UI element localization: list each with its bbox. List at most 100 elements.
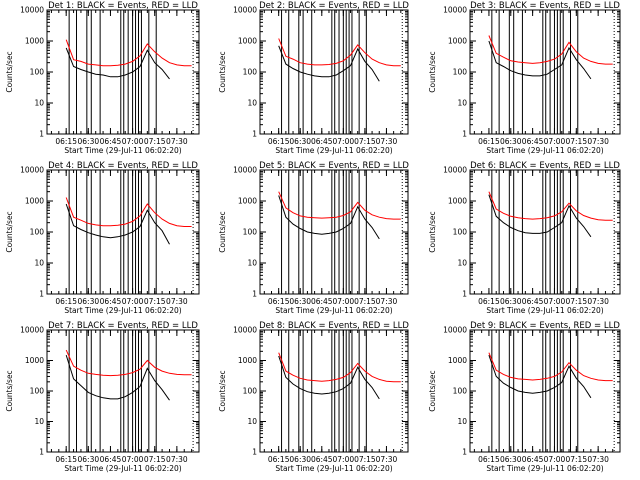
y-tick-label: 100	[30, 387, 45, 396]
lld-series-line	[278, 352, 401, 383]
y-tick-label: 1	[39, 448, 44, 457]
y-tick-label: 100	[453, 68, 468, 77]
x-tick-label: 07:00	[544, 455, 566, 464]
lld-series-line	[278, 191, 401, 220]
chart-panel-4: Det 4: BLACK = Events, RED = LLD 1 10 100 10…	[5, 161, 200, 315]
y-tick-label: 10	[457, 99, 467, 108]
y-axis-label: Counts/sec	[428, 211, 437, 252]
x-tick-label: 07:00	[122, 137, 144, 146]
y-tick-label: 1000	[238, 197, 257, 206]
y-tick-label: 1	[39, 290, 44, 299]
x-tick-label: 06:15	[478, 297, 500, 306]
x-tick-label: 07:30	[587, 455, 609, 464]
plot-frame	[46, 329, 200, 453]
lld-series-line	[488, 191, 613, 221]
x-tick-label: 07:15	[565, 297, 587, 306]
y-tick-label: 1	[462, 130, 467, 139]
x-tick-label: 06:30	[500, 137, 522, 146]
events-series-line	[65, 203, 170, 245]
chart-panel-1: Det 1: BLACK = Events, RED = LLD 1 10 100 10…	[5, 1, 200, 155]
y-tick-label: 1	[252, 448, 257, 457]
y-axis-label: Counts/sec	[218, 211, 227, 252]
x-tick-label: 07:00	[333, 297, 355, 306]
x-tick-label: 07:15	[354, 137, 376, 146]
plot-frame	[259, 329, 409, 453]
y-tick-label: 100	[30, 228, 45, 237]
y-tick-label: 1000	[25, 37, 44, 46]
y-tick-label: 10	[247, 259, 257, 268]
y-tick-label: 10	[247, 99, 257, 108]
y-tick-label: 1000	[238, 356, 257, 365]
y-tick-label: 10	[457, 417, 467, 426]
x-tick-label: 07:15	[354, 297, 376, 306]
lld-series-line	[65, 39, 192, 67]
y-tick-label: 1000	[448, 197, 467, 206]
y-tick-label: 10	[34, 417, 44, 426]
y-tick-label: 10000	[233, 166, 257, 175]
x-tick-label: 06:45	[100, 297, 122, 306]
chart-title: Det 7: BLACK = Events, RED = LLD	[48, 321, 198, 331]
x-tick-label: 06:15	[55, 137, 77, 146]
x-axis-label: Start Time (29-Jul-11 06:02:20)	[275, 306, 392, 315]
x-tick-label: 07:30	[376, 297, 398, 306]
x-tick-label: 07:15	[354, 455, 376, 464]
plot-frame	[46, 9, 200, 135]
x-tick-label: 06:30	[289, 137, 311, 146]
y-tick-label: 1	[462, 290, 467, 299]
y-tick-label: 1000	[448, 356, 467, 365]
y-tick-label: 10	[34, 99, 44, 108]
events-series-line	[65, 354, 170, 401]
x-tick-label: 06:15	[55, 455, 77, 464]
y-axis-label: Counts/sec	[5, 211, 14, 252]
y-axis-label: Counts/sec	[218, 370, 227, 411]
x-tick-label: 07:30	[587, 137, 609, 146]
x-tick-label: 07:15	[144, 137, 166, 146]
events-series-line	[488, 354, 592, 399]
y-tick-label: 10000	[443, 166, 467, 175]
x-axis-label: Start Time (29-Jul-11 06:02:20)	[486, 306, 603, 315]
x-tick-label: 07:30	[166, 455, 188, 464]
x-axis-label: Start Time (29-Jul-11 06:02:20)	[486, 146, 603, 155]
x-tick-label: 06:30	[78, 297, 100, 306]
events-series-line	[278, 355, 380, 400]
chart-title: Det 4: BLACK = Events, RED = LLD	[48, 161, 198, 171]
y-axis-label: Counts/sec	[5, 51, 14, 92]
plot-frame	[259, 9, 409, 135]
x-tick-label: 06:15	[55, 297, 77, 306]
chart-title: Det 8: BLACK = Events, RED = LLD	[259, 321, 409, 331]
y-tick-label: 100	[243, 68, 258, 77]
chart-title: Det 2: BLACK = Events, RED = LLD	[259, 1, 409, 11]
y-tick-label: 1	[39, 130, 44, 139]
chart-title: Det 6: BLACK = Events, RED = LLD	[470, 161, 620, 171]
x-tick-label: 06:30	[78, 137, 100, 146]
x-tick-label: 07:30	[166, 137, 188, 146]
chart-panel-9: Det 9: BLACK = Events, RED = LLD 1 10 100 10…	[428, 321, 621, 473]
x-tick-label: 06:45	[100, 455, 122, 464]
x-tick-label: 06:30	[289, 455, 311, 464]
y-tick-label: 100	[30, 68, 45, 77]
chart-title: Det 9: BLACK = Events, RED = LLD	[470, 321, 620, 331]
plot-frame	[469, 9, 621, 135]
y-tick-label: 1000	[25, 356, 44, 365]
x-tick-label: 07:30	[587, 297, 609, 306]
x-tick-label: 06:15	[478, 137, 500, 146]
x-axis-label: Start Time (29-Jul-11 06:02:20)	[64, 146, 181, 155]
chart-title: Det 3: BLACK = Events, RED = LLD	[470, 1, 620, 11]
x-tick-label: 06:30	[500, 297, 522, 306]
x-tick-label: 07:15	[144, 455, 166, 464]
y-tick-label: 1000	[25, 197, 44, 206]
events-series-line	[488, 40, 592, 80]
y-tick-label: 1	[462, 448, 467, 457]
events-series-line	[488, 194, 592, 238]
y-tick-label: 100	[453, 387, 468, 396]
y-tick-label: 100	[453, 228, 468, 237]
x-tick-label: 07:00	[333, 455, 355, 464]
x-tick-label: 07:00	[122, 297, 144, 306]
y-tick-label: 10000	[233, 326, 257, 335]
x-tick-label: 07:15	[565, 455, 587, 464]
events-series-line	[278, 45, 380, 82]
chart-panel-3: Det 3: BLACK = Events, RED = LLD 1 10 100 10…	[428, 1, 621, 155]
y-axis-label: Counts/sec	[5, 370, 14, 411]
x-tick-label: 07:30	[166, 297, 188, 306]
x-tick-label: 06:45	[311, 455, 333, 464]
